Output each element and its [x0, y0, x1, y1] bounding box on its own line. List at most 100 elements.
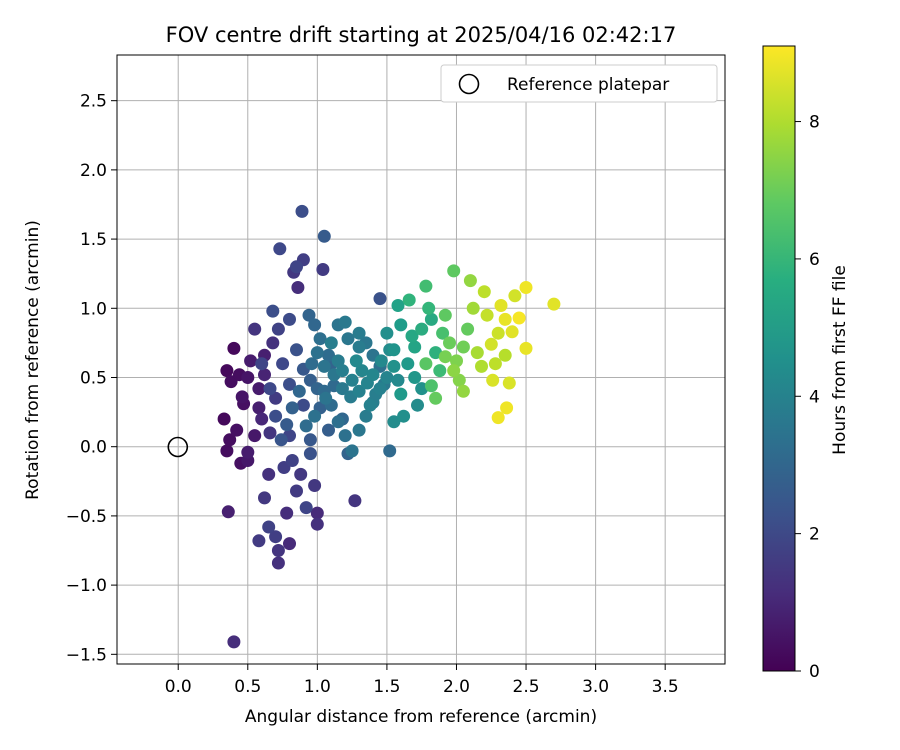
- data-point: [491, 411, 505, 425]
- data-point: [394, 318, 408, 332]
- data-point: [220, 444, 234, 458]
- data-point: [456, 384, 470, 398]
- data-point: [419, 357, 433, 371]
- data-point: [263, 426, 277, 440]
- data-point: [405, 329, 419, 343]
- data-point: [291, 281, 305, 294]
- data-point: [438, 350, 452, 364]
- data-point: [380, 326, 394, 340]
- data-point: [341, 332, 355, 346]
- data-point: [269, 530, 283, 544]
- data-point: [352, 423, 366, 437]
- data-point: [494, 299, 508, 312]
- data-point: [397, 409, 411, 423]
- data-point: [252, 401, 266, 415]
- data-point: [484, 337, 498, 351]
- y-tick-label: 1.5: [80, 230, 107, 250]
- x-axis-label: Angular distance from reference (arcmin): [245, 707, 597, 727]
- data-point: [266, 304, 280, 318]
- data-point: [266, 336, 280, 350]
- data-point: [387, 343, 401, 357]
- data-point: [310, 346, 324, 360]
- data-point: [290, 343, 303, 357]
- data-point: [438, 308, 452, 322]
- x-axis: 0.0 0.5 1.0 1.5 2.0 2.5 3.0 3.5: [165, 664, 679, 697]
- data-point: [391, 373, 405, 387]
- data-point: [241, 371, 255, 384]
- colorbar-tick-label: 4: [809, 387, 820, 407]
- x-tick-label: 1.0: [304, 677, 331, 697]
- data-point: [373, 382, 387, 396]
- data-point: [402, 293, 416, 307]
- data-point: [461, 322, 475, 336]
- data-point: [283, 312, 296, 326]
- data-point: [463, 274, 477, 288]
- x-tick-label: 3.0: [582, 677, 609, 697]
- data-point: [411, 398, 424, 412]
- data-point: [258, 368, 271, 382]
- data-point: [519, 281, 533, 294]
- colorbar-tick-label: 8: [809, 113, 820, 133]
- data-point: [338, 315, 352, 329]
- legend-marker-icon: [458, 73, 480, 95]
- data-point: [436, 326, 450, 340]
- data-point: [352, 340, 366, 354]
- data-point: [308, 479, 322, 492]
- data-point: [319, 391, 333, 405]
- legend: Reference platepar: [440, 64, 718, 103]
- legend-box: [440, 64, 718, 103]
- data-point: [241, 445, 255, 459]
- data-point: [285, 454, 299, 467]
- y-axis-label: Rotation from reference (arcmin): [23, 220, 43, 500]
- data-point: [352, 384, 366, 398]
- data-point: [305, 357, 319, 371]
- y-tick-label: −0.5: [66, 507, 107, 527]
- data-point: [299, 501, 313, 515]
- data-point: [480, 308, 494, 322]
- data-point: [299, 419, 313, 433]
- y-tick-label: −1.0: [66, 576, 107, 596]
- data-point: [383, 444, 397, 458]
- data-point: [486, 373, 500, 387]
- data-point: [355, 364, 369, 378]
- data-point: [500, 401, 514, 415]
- colorbar-tick-label: 0: [809, 662, 820, 682]
- data-point: [292, 384, 306, 398]
- data-point: [310, 517, 324, 531]
- data-point: [294, 467, 308, 481]
- data-point: [345, 373, 359, 387]
- data-point: [505, 325, 519, 339]
- data-point: [252, 382, 266, 396]
- data-point: [248, 429, 262, 443]
- plot-frame: [116, 54, 726, 665]
- data-point: [280, 418, 294, 432]
- data-point: [466, 301, 480, 315]
- data-point: [290, 260, 303, 274]
- data-point: [220, 364, 234, 378]
- data-point: [387, 415, 401, 429]
- data-point: [274, 433, 288, 447]
- data-point: [352, 326, 366, 340]
- colorbar: 0 2 4 6 8 Hours from first FF file: [762, 45, 850, 682]
- data-point: [338, 429, 352, 443]
- data-point: [502, 376, 516, 390]
- data-point: [308, 318, 322, 332]
- y-tick-label: 0.0: [80, 438, 107, 458]
- data-point: [401, 357, 415, 371]
- data-point: [262, 467, 276, 481]
- data-point: [452, 373, 466, 387]
- data-point: [348, 494, 362, 508]
- data-point: [317, 359, 331, 373]
- data-point: [429, 346, 443, 360]
- data-point: [498, 312, 512, 326]
- data-point: [419, 279, 433, 293]
- data-point: [345, 444, 359, 458]
- data-point: [408, 340, 422, 354]
- x-tick-label: 2.5: [513, 677, 540, 697]
- data-point: [363, 398, 377, 412]
- data-point: [408, 371, 422, 384]
- colorbar-gradient: [762, 45, 796, 672]
- data-point: [227, 341, 241, 355]
- data-points: [217, 204, 561, 649]
